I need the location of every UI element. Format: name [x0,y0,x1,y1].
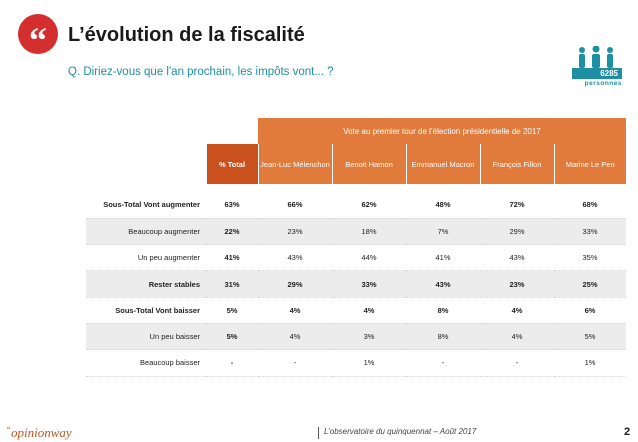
table-row: Un peu augmenter 41% 43% 44% 41% 43% 35% [86,244,627,272]
table-row: Sous-Total Vont baisser 5% 4% 4% 8% 4% 6% [86,297,627,324]
table-cell: 4% [258,323,332,351]
table-cell: 29% [480,218,554,246]
table-cell: 62% [332,192,406,219]
sample-size-widget: 6285 personnes [570,46,622,90]
row-label: Un peu baisser [86,323,206,351]
table-cell: 66% [258,192,332,219]
sample-size-label: personnes [584,80,622,87]
people-icon [579,46,613,68]
table-cell: 43% [480,244,554,272]
column-header-fillon: François Fillon [479,144,554,184]
table-cell: 23% [258,218,332,246]
table-cell: 35% [554,244,627,272]
table-cell: 8% [406,323,480,351]
table-cell: 5% [206,323,258,351]
table-cell: 4% [480,297,554,324]
row-label: Beaucoup augmenter [86,218,206,246]
opinionway-logo: “opinionway [6,425,72,440]
table-row: Un peu baisser 5% 4% 3% 8% 4% 5% [86,323,627,351]
table-cell: 23% [480,270,554,298]
table-cell: 22% [206,218,258,246]
quote-badge-icon: “ [18,14,58,60]
table-cell: 7% [406,218,480,246]
table-cell: 44% [332,244,406,272]
table-cell: 3% [332,323,406,351]
row-label: Rester stables [86,270,206,298]
footer-divider [318,427,319,439]
row-label: Sous-Total Vont augmenter [86,192,206,219]
page-title: L’évolution de la fiscalité [68,24,305,46]
table-cell: 43% [258,244,332,272]
row-label: Beaucoup baisser [86,349,206,377]
survey-question: Q. Diriez-vous que l'an prochain, les im… [68,66,334,78]
footer: “opinionway L’observatoire du quinquenna… [0,422,638,442]
column-header-macron: Emmanuel Macron [405,144,480,184]
table-cell: 41% [206,244,258,272]
column-header-le-pen: Marine Le Pen [553,144,627,184]
table-cell: 25% [554,270,627,298]
table-cell: 8% [406,297,480,324]
table-cell: 1% [554,349,627,377]
table-cell: 33% [554,218,627,246]
column-header-total: % Total [205,144,258,184]
table-row: Beaucoup baisser - -1% - -1% [86,349,627,377]
table-cell: 33% [332,270,406,298]
page-number: 2 [624,426,631,438]
table-cell: 4% [480,323,554,351]
table-cell: 31% [206,270,258,298]
table-cell: 72% [480,192,554,219]
row-label: Sous-Total Vont baisser [86,297,206,324]
table-row: Rester stables 31% 29% 33% 43% 23% 25% [86,270,627,298]
table-cell: 6% [554,297,627,324]
results-table: Vote au premier tour de l’élection prési… [86,118,627,377]
row-label: Un peu augmenter [86,244,206,272]
column-header-hamon: Benoit Hamon [331,144,406,184]
sample-size-count: 6285 [572,68,622,79]
table-cell: 1% [332,349,406,377]
table-cell: 43% [406,270,480,298]
table-cell: 5% [206,297,258,324]
table-cell: 4% [332,297,406,324]
table-row: Beaucoup augmenter 22% 23% 18% 7% 29% 33% [86,218,627,246]
table-cell: - [406,349,480,377]
table-cell: 68% [554,192,627,219]
table-body: Sous-Total Vont augmenter 63% 66% 62% 48% 72%… [86,192,627,377]
footer-caption: L’observatoire du quinquennat – Août 201… [324,427,477,436]
table-cell: 5% [554,323,627,351]
table-row: Sous-Total Vont augmenter 63% 66% 62% 48% 72%… [86,192,627,219]
table-cell: 29% [258,270,332,298]
table-cell: 18% [332,218,406,246]
table-cell: - [206,349,258,377]
group-header: Vote au premier tour de l’élection prési… [258,118,627,144]
table-cell: 48% [406,192,480,219]
table-cell: 63% [206,192,258,219]
table-cell: 4% [258,297,332,324]
table-cell: - [258,349,332,377]
column-header-melenchon: Jean-Luc Mélenchon [257,144,332,184]
table-cell: 41% [406,244,480,272]
table-cell: - [480,349,554,377]
